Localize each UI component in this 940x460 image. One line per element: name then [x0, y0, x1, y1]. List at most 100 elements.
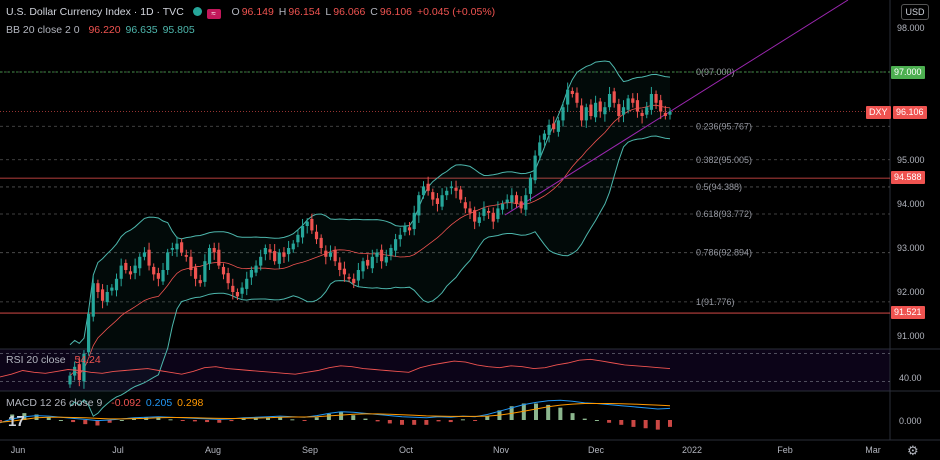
candle-body [198, 280, 202, 284]
macd-histogram-bar [485, 415, 490, 420]
wave-icon[interactable]: ≈ [206, 9, 221, 19]
candle-body [556, 120, 560, 132]
fib-level-label: 0.618(93.772) [696, 209, 752, 219]
candle-body [77, 364, 81, 380]
bb-lower-value: 95.805 [162, 24, 195, 36]
candle-body [180, 242, 184, 253]
bb-basis-line [69, 104, 671, 376]
macd-histogram-bar [180, 420, 185, 421]
candle-body [170, 248, 174, 250]
candle-body [659, 100, 663, 112]
candle-body [114, 278, 119, 291]
candle-body [407, 227, 412, 231]
macd-histogram-bar [156, 417, 161, 420]
macd-histogram-bar [229, 420, 234, 422]
macd-histogram-bar [412, 420, 417, 425]
candle-body [105, 292, 109, 303]
macd-histogram-bar [534, 403, 538, 420]
time-tick-label: Aug [205, 445, 221, 455]
macd-histogram-bar [119, 420, 124, 421]
candle-body [519, 201, 523, 209]
candle-body [403, 226, 407, 233]
bb-basis-value: 96.220 [88, 24, 121, 36]
macd-histogram-bar [351, 415, 356, 420]
last-price-tag: 96.106 [893, 106, 927, 119]
candle-body [612, 91, 616, 103]
gear-icon[interactable]: ⚙ [907, 443, 919, 458]
fib-level-label: 0.236(95.767) [696, 121, 752, 131]
candle-body [212, 248, 216, 253]
candle-body [347, 277, 351, 279]
time-tick-label: Nov [493, 445, 510, 455]
macd-histogram-bar [290, 419, 295, 421]
candle-body [589, 104, 593, 116]
ohlc-l-label: L [325, 6, 332, 18]
candle-body [417, 195, 421, 216]
macd-histogram-bar [594, 420, 599, 421]
macd-legend[interactable]: MACD 12 26 close 9 -0.092 0.205 0.298 [6, 397, 205, 409]
candle-body [412, 212, 416, 230]
macd-histogram-bar [314, 417, 319, 420]
candle-body [524, 195, 528, 210]
candle-body [552, 123, 556, 130]
time-tick-label: Oct [399, 445, 414, 455]
candle-body [310, 218, 314, 231]
candle-body [73, 366, 77, 376]
candle-body [617, 104, 621, 116]
macd-histogram-bar [192, 420, 197, 422]
candle-body [487, 211, 491, 213]
bb-lower-line [69, 135, 671, 417]
macd-histogram-bar [436, 420, 441, 422]
macd-histogram-bar [0, 420, 2, 422]
candle-body [296, 234, 300, 243]
candle-body [366, 259, 370, 266]
candle-body [468, 208, 472, 213]
candle-body [152, 266, 156, 275]
candle-body [166, 252, 170, 270]
macd-histogram-bar [83, 420, 88, 425]
symbol-title[interactable]: U.S. Dollar Currency Index · 1D · TVC [6, 6, 184, 18]
candle-body [496, 208, 500, 219]
candle-body [375, 252, 379, 257]
macd-line-value: 0.205 [145, 397, 173, 409]
candle-body [491, 212, 495, 222]
candle-body [514, 195, 519, 204]
candle-body [254, 265, 258, 273]
candle-body [561, 107, 565, 121]
candle-body [235, 292, 240, 297]
candle-body [175, 243, 179, 250]
macd-tick-label: 0.000 [899, 416, 922, 426]
macd-histogram-bar [168, 419, 173, 421]
macd-signal-value: 0.298 [177, 397, 204, 409]
candle-body [249, 270, 253, 278]
macd-histogram-bar [71, 420, 76, 423]
trend-line [504, 0, 849, 216]
candle-body [421, 186, 426, 196]
candle-body [370, 256, 374, 269]
macd-histogram-bar [326, 413, 331, 420]
candle-body [566, 89, 570, 105]
candle-body [575, 92, 579, 103]
candle-body [305, 221, 309, 226]
tradingview-logo[interactable]: 17 [8, 413, 25, 430]
candle-body [435, 198, 440, 204]
candle-body [277, 252, 281, 264]
bb-legend[interactable]: BB 20 close 2 0 96.220 96.635 95.805 [6, 24, 197, 36]
candle-body [217, 249, 221, 266]
macd-histogram-bar [339, 411, 344, 420]
candle-body [338, 262, 342, 270]
rsi-legend[interactable]: RSI 20 close 54.24 [6, 354, 103, 366]
macd-histogram-bar [387, 420, 392, 424]
candle-body [570, 90, 574, 94]
macd-histogram-bar [253, 417, 258, 420]
candle-body [384, 256, 388, 263]
candle-body [654, 94, 658, 103]
time-tick-label: Jul [112, 445, 124, 455]
candle-body [398, 234, 402, 240]
candle-body [324, 250, 328, 257]
candle-body [356, 270, 360, 281]
market-status-dot [192, 7, 202, 16]
macd-histogram-bar [95, 420, 100, 426]
currency-button[interactable]: USD [901, 4, 929, 20]
